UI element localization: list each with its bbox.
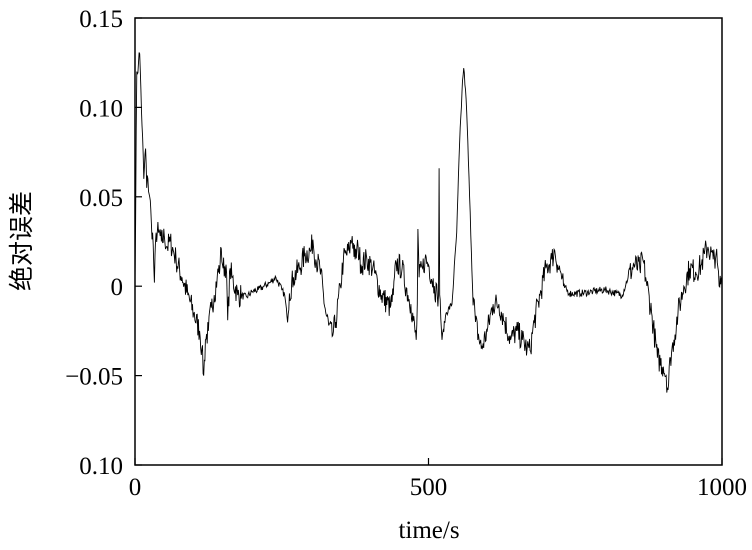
y-tick-label: 0.15 [79,6,123,33]
series-line [134,52,723,393]
y-tick-label: 0.05 [79,185,123,212]
y-axis: 0.15 0.10 0.05 0 −0.05 0.10 [65,6,142,480]
x-axis: 0 500 1000 [129,458,747,501]
plot-area [134,17,723,466]
x-tick-label: 1000 [697,474,747,501]
x-tick-label: 0 [129,474,142,501]
x-axis-label: time/s [398,517,459,544]
y-tick-label: 0 [111,274,124,301]
y-tick-label: −0.05 [65,364,123,391]
x-tick-label: 500 [410,474,448,501]
plot-frame [134,17,723,466]
y-tick-label: 0.10 [79,453,123,480]
y-tick-label: 0.10 [79,95,123,122]
y-axis-label: 绝对误差 [8,191,36,291]
